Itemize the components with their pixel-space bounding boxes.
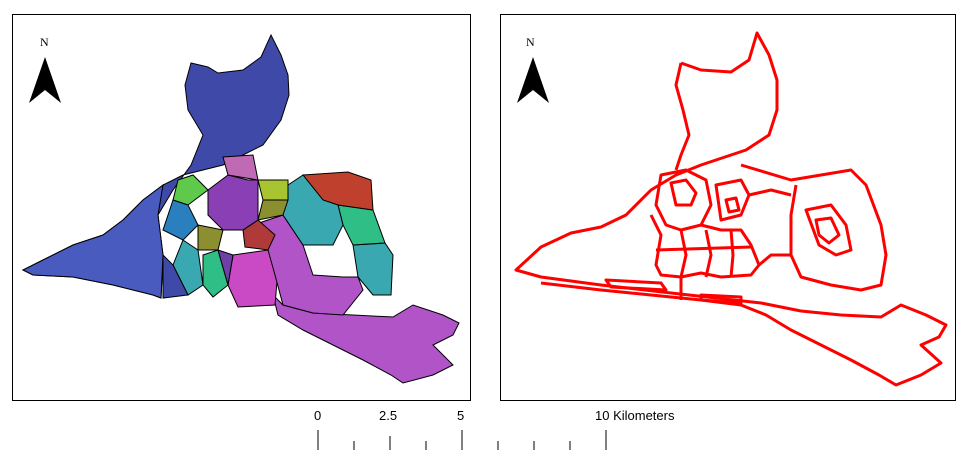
district-teal-mid (282, 174, 344, 246)
scale-bar: 0 2.5 5 10 Kilometers (0, 408, 957, 450)
scale-bar-ticks (317, 430, 607, 450)
district-east-green (337, 204, 386, 246)
road-core-inner (669, 178, 698, 207)
district-core-violet (207, 174, 259, 231)
right-map-panel: N (500, 14, 956, 401)
road-mid-box (714, 178, 751, 222)
road-grid-1 (649, 214, 761, 279)
left-map-panel: N (12, 14, 471, 401)
district-core-magenta (222, 154, 259, 181)
right-map-canvas (514, 31, 948, 387)
district-lime (257, 179, 289, 201)
road-inner-loop-east-2 (814, 216, 841, 245)
road-mid-small (724, 196, 741, 214)
district-core-green (172, 174, 209, 206)
district-core-blue (162, 199, 199, 241)
road-north-loop (674, 62, 691, 171)
district-south-green (202, 249, 229, 298)
road-south-spur (604, 277, 683, 300)
district-south-blue (162, 253, 189, 299)
road-east-connector (748, 188, 792, 267)
north-arrow-icon (517, 57, 549, 103)
district-olive (257, 199, 289, 221)
road-grid-2 (679, 229, 735, 278)
road-outer-boundary (514, 31, 948, 387)
road-south-box (699, 293, 743, 305)
district-core-brown (197, 224, 224, 251)
district-south-violet (217, 249, 234, 286)
scale-label-5: 5 (457, 408, 465, 423)
road-network (514, 31, 948, 387)
north-arrow-icon (29, 57, 61, 103)
north-label-right: N (526, 35, 535, 49)
district-west (21, 183, 164, 299)
road-grid-3 (655, 245, 752, 252)
district-core-teal (172, 239, 204, 296)
district-southeast (272, 293, 460, 384)
road-inner-loop-east (804, 203, 853, 257)
scale-label-10: 10 Kilometers (595, 408, 675, 423)
left-map-canvas (21, 33, 460, 384)
north-label-left: N (40, 35, 49, 49)
scale-label-0: 0 (314, 408, 322, 423)
scale-label-2-5: 2.5 (379, 408, 398, 423)
